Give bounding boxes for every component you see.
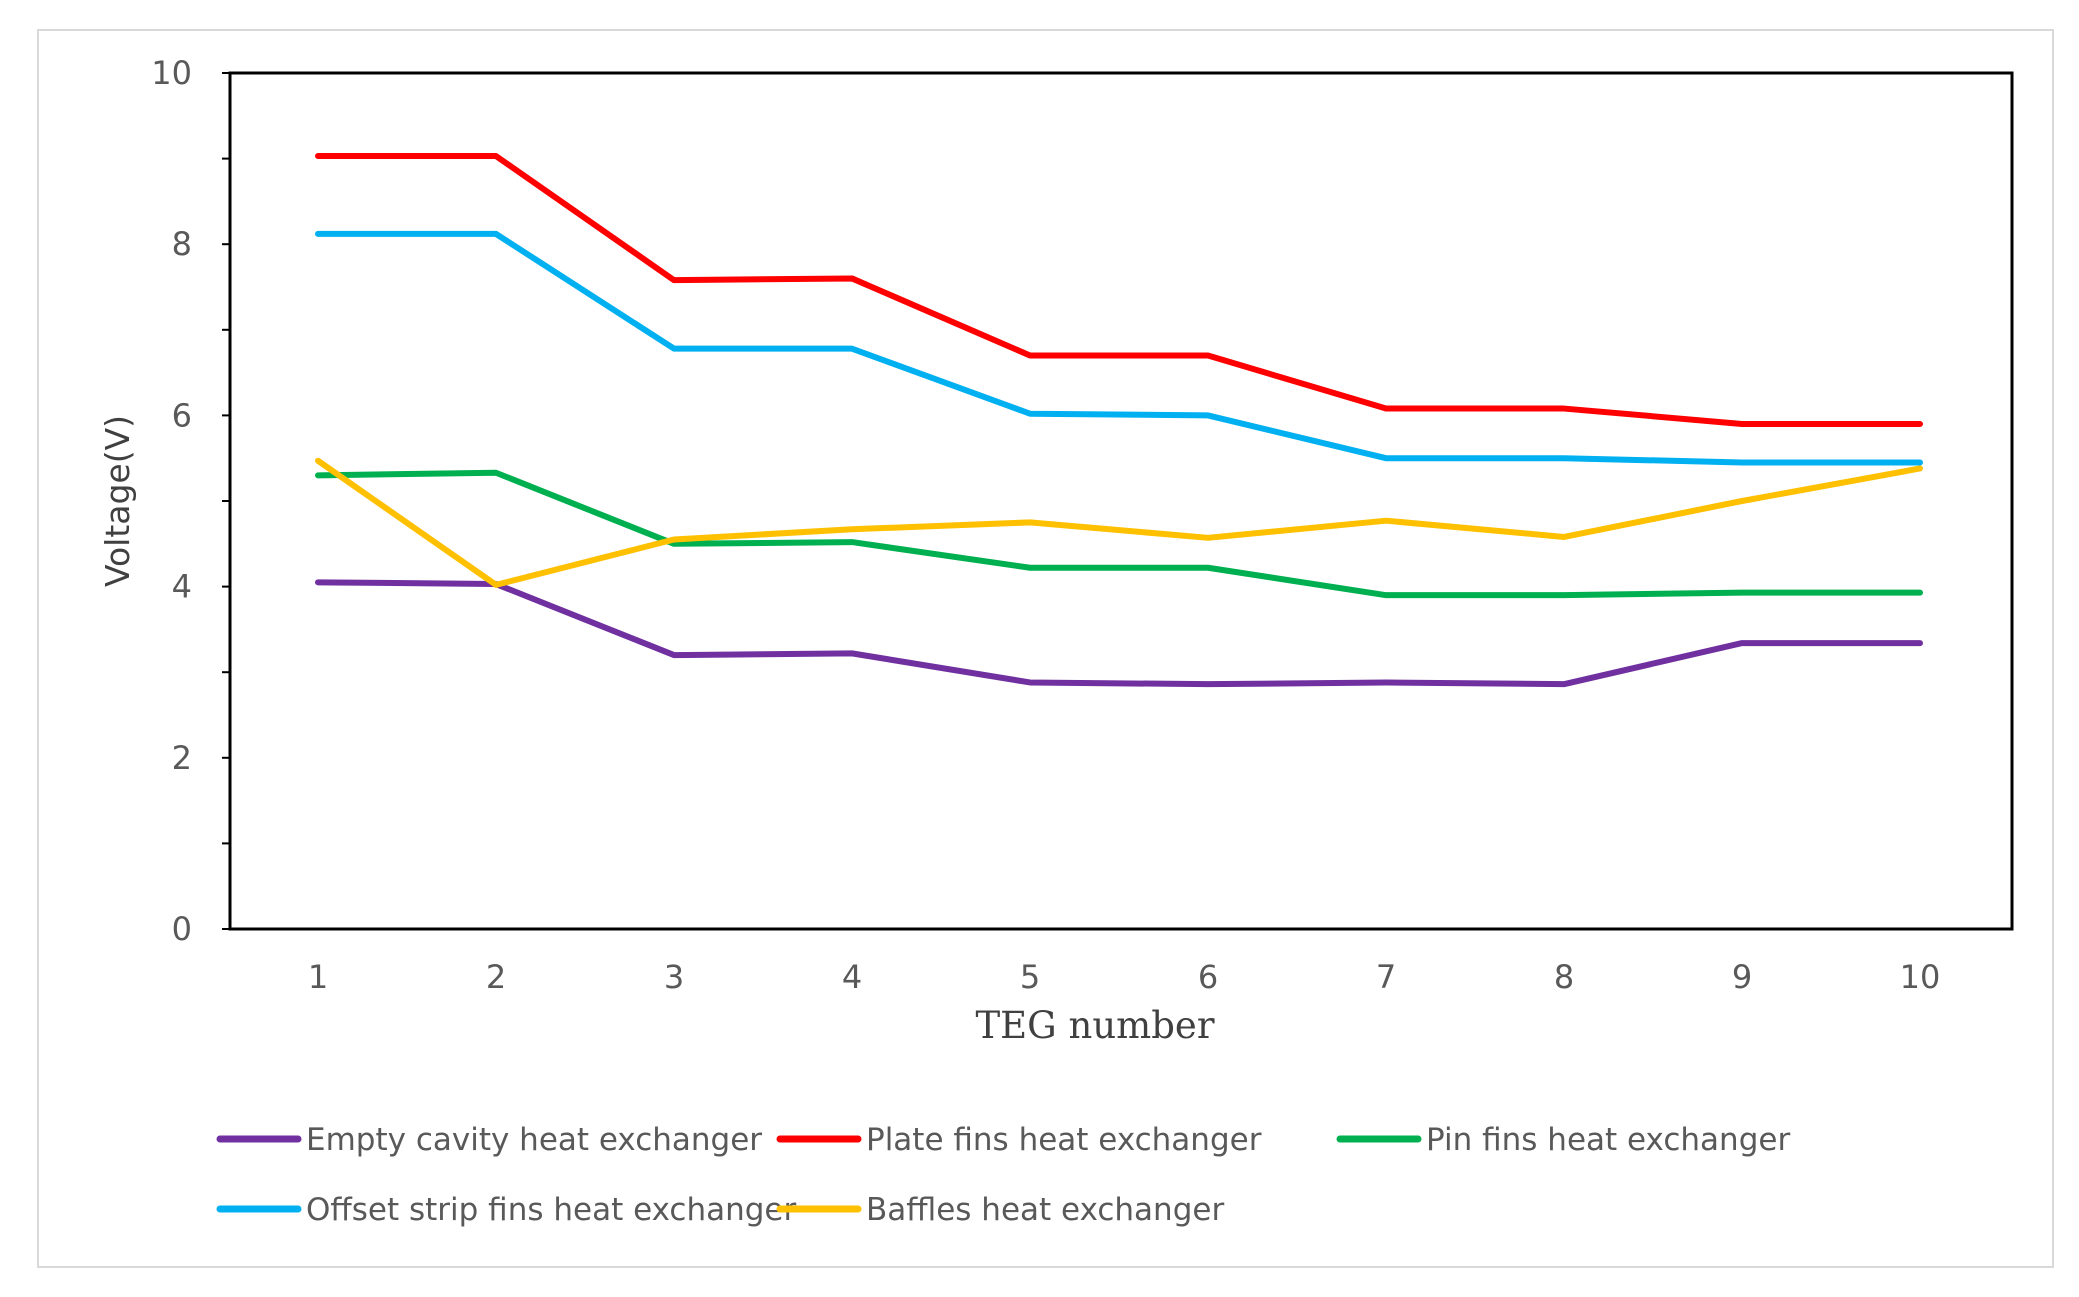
legend-label: Plate fins heat exchanger xyxy=(866,1122,1262,1158)
y-tick-label: 4 xyxy=(172,568,192,606)
legend-label: Offset strip fins heat exchanger xyxy=(306,1192,797,1228)
series-line-2 xyxy=(315,153,1923,427)
y-tick-label: 0 xyxy=(172,910,192,948)
legend-item: Pin fins heat exchanger xyxy=(1336,1122,1790,1158)
legend-item: Baffles heat exchanger xyxy=(776,1192,1224,1228)
x-tick-label: 8 xyxy=(1554,958,1574,996)
legend-item: Plate fins heat exchanger xyxy=(776,1122,1262,1158)
x-tick-label: 3 xyxy=(664,958,684,996)
x-tick-label: 9 xyxy=(1732,958,1752,996)
y-axis: 0 2 4 6 8 10 xyxy=(151,54,230,948)
series-line-4 xyxy=(315,230,1923,466)
series-line-1 xyxy=(315,579,1923,688)
y-tick-label: 8 xyxy=(172,225,192,263)
y-axis-title: Voltage(V) xyxy=(98,415,137,587)
legend: Empty cavity heat exchanger Plate fins he… xyxy=(216,1122,1790,1228)
series-line-3 xyxy=(315,469,1923,599)
legend-label: Pin fins heat exchanger xyxy=(1426,1122,1790,1158)
x-tick-label: 2 xyxy=(486,958,506,996)
x-axis: 1 2 3 4 5 6 7 8 9 10 xyxy=(308,958,1941,996)
y-tick-label: 10 xyxy=(151,54,192,92)
series-layer xyxy=(315,153,1923,688)
x-tick-label: 6 xyxy=(1198,958,1218,996)
legend-label: Baffles heat exchanger xyxy=(866,1192,1224,1228)
x-tick-label: 7 xyxy=(1376,958,1396,996)
legend-item: Empty cavity heat exchanger xyxy=(216,1122,762,1158)
chart-area-border xyxy=(37,29,2054,1268)
x-tick-label: 4 xyxy=(842,958,862,996)
x-tick-label: 10 xyxy=(1900,958,1941,996)
legend-item: Offset strip fins heat exchanger xyxy=(216,1192,797,1228)
y-tick-label: 2 xyxy=(172,739,192,777)
x-axis-title: TEG number xyxy=(975,1004,1214,1047)
x-tick-label: 1 xyxy=(308,958,328,996)
legend-label: Empty cavity heat exchanger xyxy=(306,1122,762,1158)
y-tick-label: 6 xyxy=(172,396,192,434)
x-tick-label: 5 xyxy=(1020,958,1040,996)
series-line-5 xyxy=(315,457,1923,588)
